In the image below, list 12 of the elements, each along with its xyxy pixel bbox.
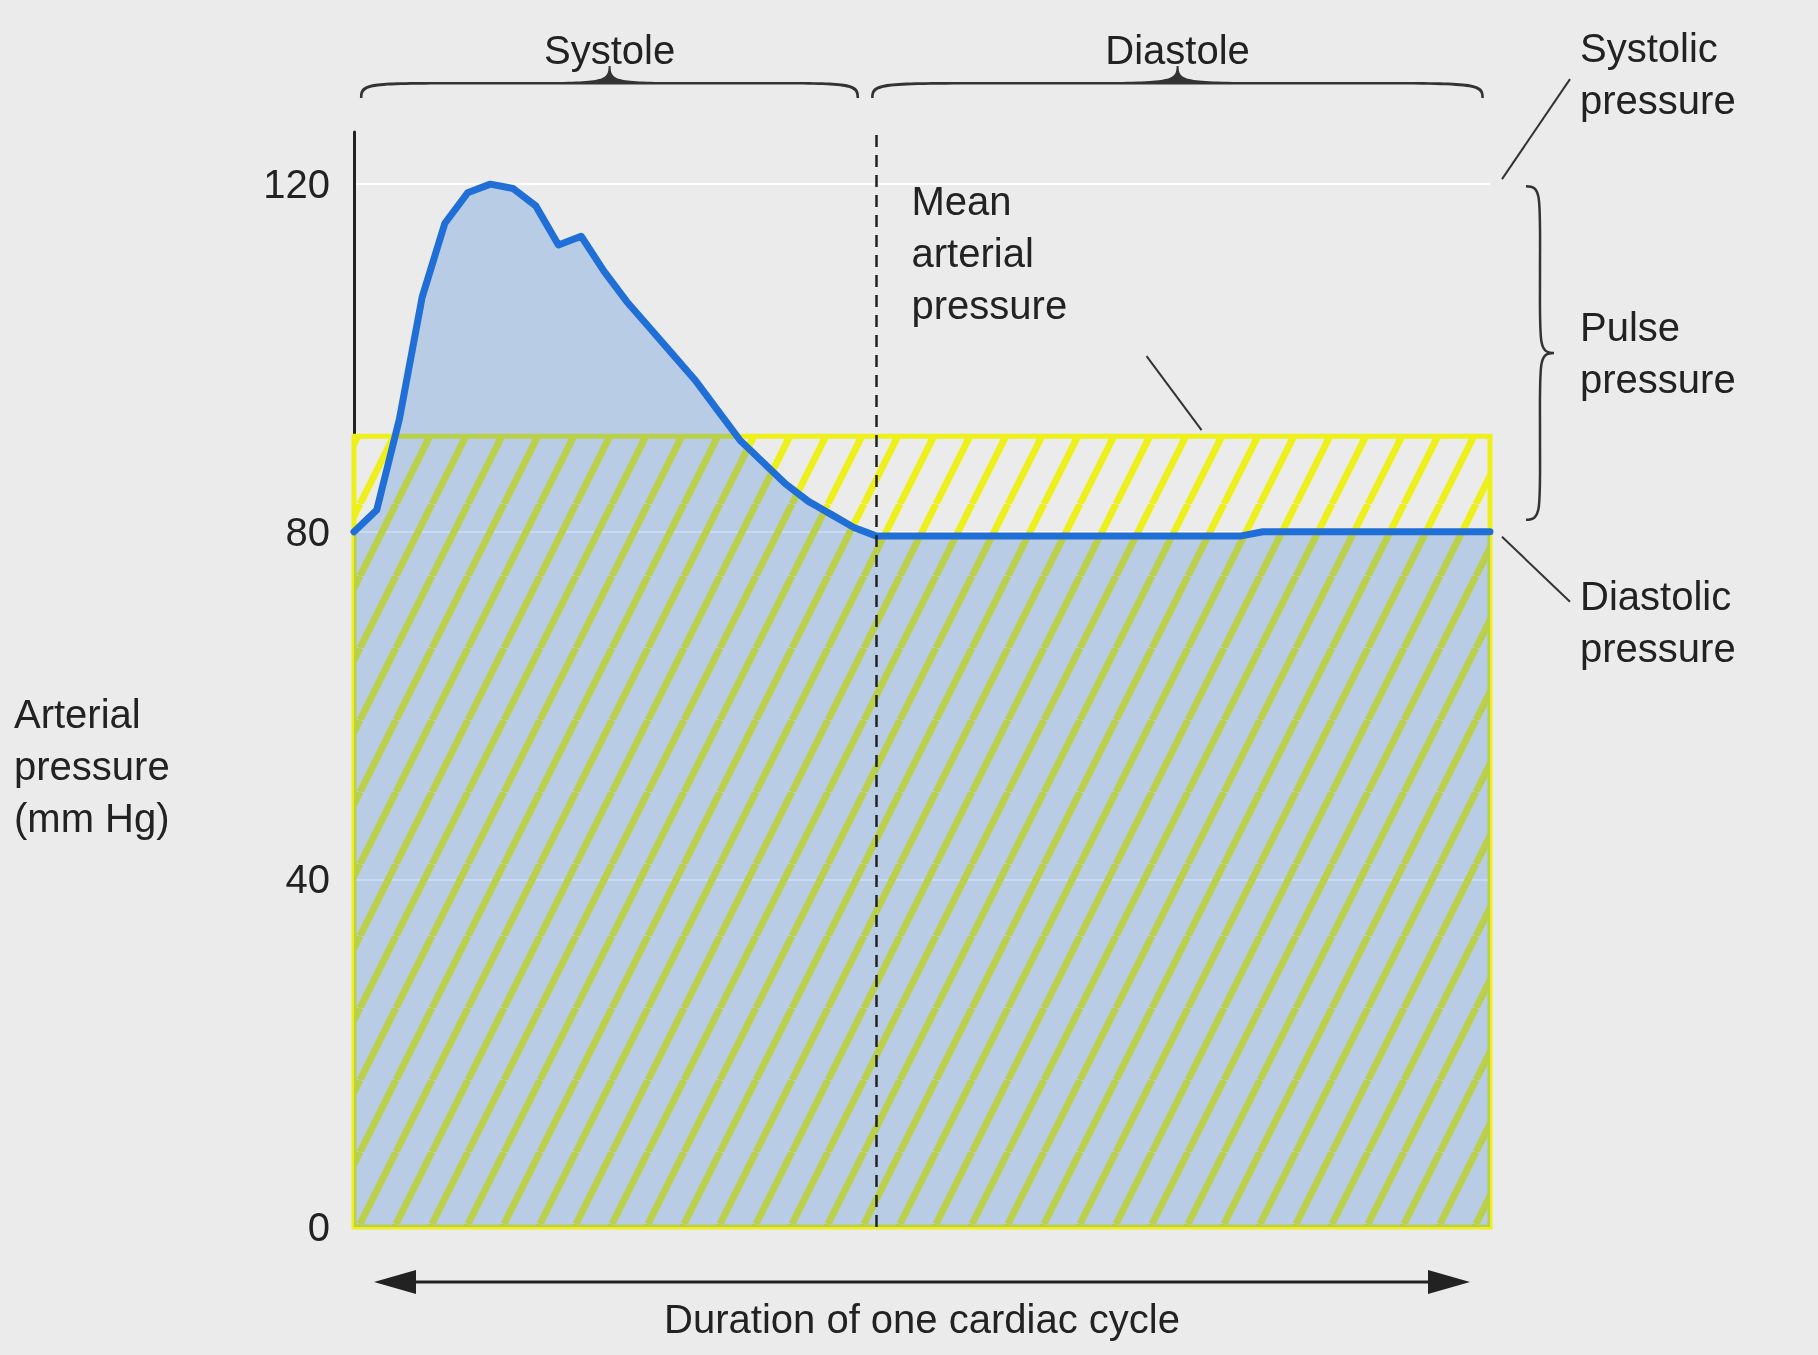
text: Diastole: [1105, 28, 1250, 72]
x-axis-title: Duration of one cardiac cycle: [664, 1296, 1180, 1341]
y-tick-label: 80: [285, 509, 330, 554]
text: Systole: [544, 28, 676, 72]
y-tick-label: 40: [285, 857, 330, 902]
text: Pulse pressure: [1580, 304, 1736, 401]
y-axis-title: Arterial pressure (mm Hg): [14, 691, 170, 840]
text: Diastolic pressure: [1580, 573, 1736, 670]
y-tick-label: 120: [263, 162, 330, 207]
band-label: Mean arterial pressure: [911, 178, 1068, 327]
text: Systolic pressure: [1580, 26, 1736, 123]
y-tick-label: 0: [307, 1205, 330, 1249]
